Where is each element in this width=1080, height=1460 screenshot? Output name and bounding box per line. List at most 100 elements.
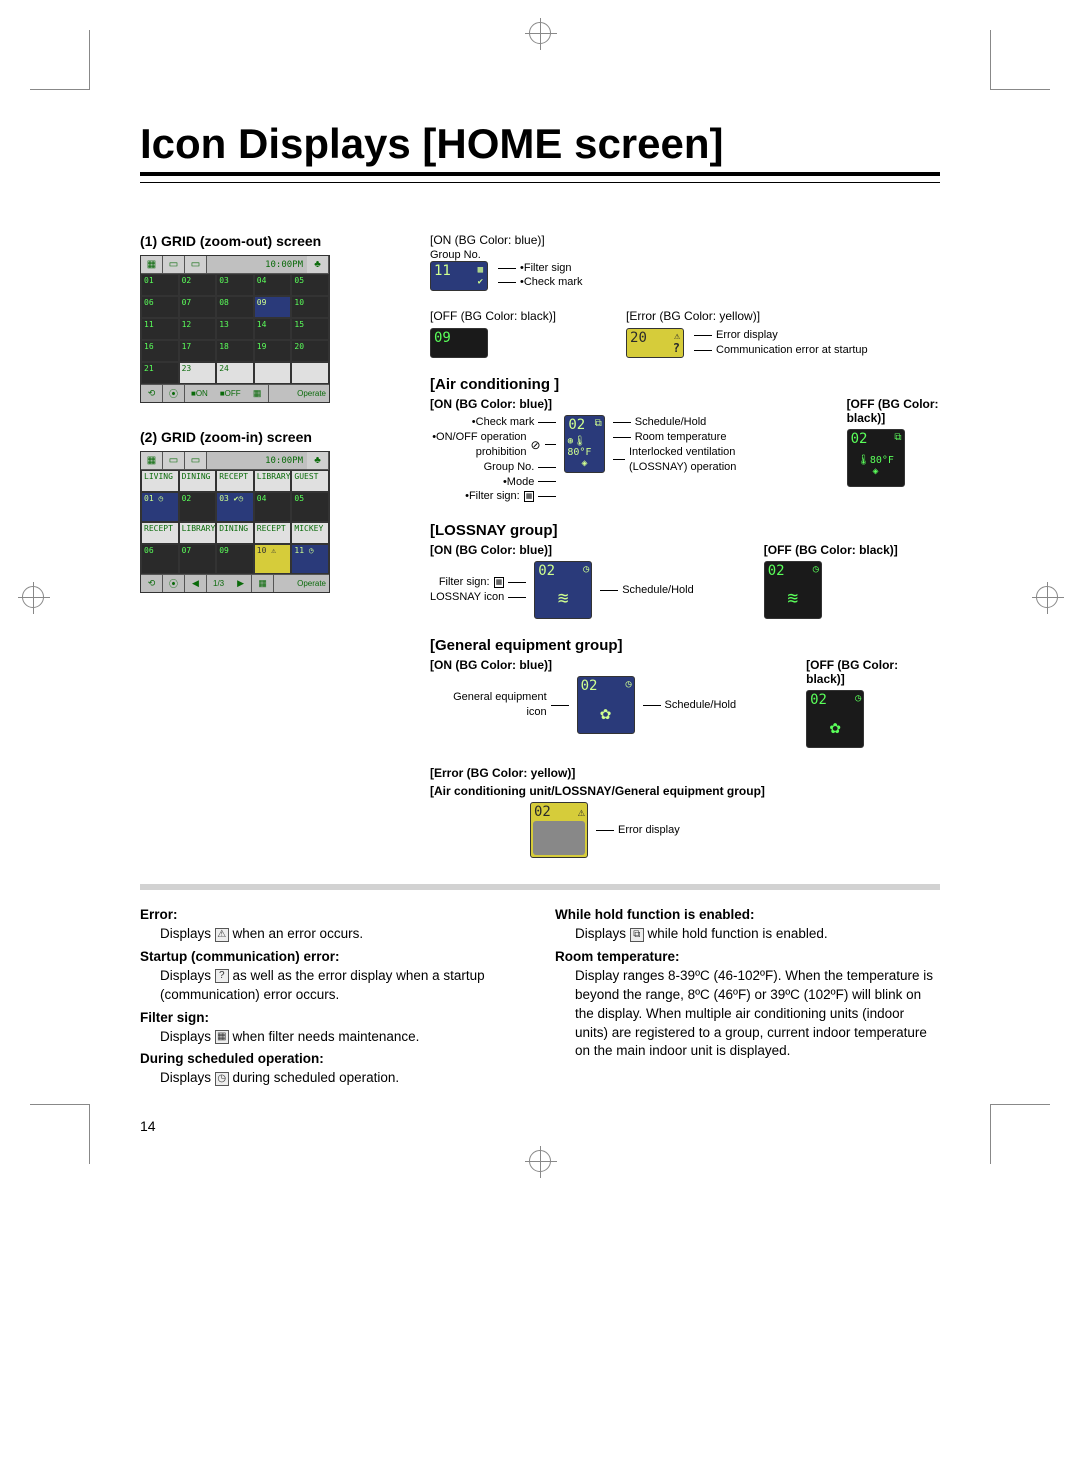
note-heading: During scheduled operation:	[140, 1050, 525, 1069]
off-tile: 09	[430, 328, 488, 358]
note-heading: Room temperature:	[555, 948, 940, 967]
operate-label: Operate	[269, 389, 329, 398]
grid-cell: RECEPT	[254, 522, 292, 544]
grid-cell: 11 ◷	[291, 544, 329, 574]
error-display-callout: Error display	[618, 823, 680, 838]
general-on-label: [ON (BG Color: blue)]	[430, 658, 736, 672]
page-number: 14	[140, 1118, 940, 1134]
grid-cell: 07	[179, 544, 217, 574]
grid-cell: RECEPT	[141, 522, 179, 544]
grid-cell: 09	[216, 544, 254, 574]
general-on-tile: 02 ◷ ✿	[577, 676, 635, 734]
question-icon: ?	[215, 969, 229, 983]
comm-error-label: Communication error at startup	[716, 343, 868, 358]
note-heading: Filter sign:	[140, 1009, 525, 1028]
general-title: [General equipment group]	[430, 637, 940, 654]
grid-cell: 06	[141, 544, 179, 574]
grid-cell: 07	[179, 296, 217, 318]
grid-cell: 10	[291, 296, 329, 318]
grid-cell: 01 ◷	[141, 492, 179, 522]
grid-cell: 01	[141, 274, 179, 296]
grid-cell	[291, 362, 329, 384]
on-bg-label: [ON (BG Color: blue)]	[430, 233, 940, 249]
grid-cell: 08	[216, 296, 254, 318]
ac-title: [Air conditioning ]	[430, 376, 940, 393]
error-display-label: Error display	[716, 328, 778, 343]
off-bg-label: [OFF (BG Color: black)]	[430, 309, 556, 325]
note-body: Display ranges 8-39ºC (46-102ºF). When t…	[575, 967, 940, 1061]
ac-off-tile: 02 ⧉ 🌡80°F ◈	[847, 429, 905, 487]
legend-off: ■OFF	[214, 389, 247, 398]
grid-cell: 24	[216, 362, 254, 384]
title-rule	[140, 182, 940, 183]
ac-off-label: [OFF (BG Color: black)]	[847, 397, 940, 425]
grid-cell: DINING	[179, 470, 217, 492]
on-tile: 11 ▦ ✔	[430, 261, 488, 291]
filter-sign-label: •Filter sign	[520, 261, 572, 276]
note-heading: Error:	[140, 906, 525, 925]
lossnay-on-label: [ON (BG Color: blue)]	[430, 543, 694, 557]
grid-cell: 04	[254, 274, 292, 296]
grid-in-screen: ▦▭▭ 10:00PM ♣ LIVINGDININGRECEPTLIBRARYG…	[140, 451, 330, 593]
legend-on: ■ON	[185, 389, 214, 398]
grid-cell: 13	[216, 318, 254, 340]
error-tile: 20 ⚠ ?	[626, 328, 684, 358]
filter-icon: ▦	[247, 385, 269, 402]
note-heading: While hold function is enabled:	[555, 906, 940, 925]
grid-cell: 21	[141, 362, 179, 384]
grid-cell: 05	[291, 274, 329, 296]
grid-cell: 09	[254, 296, 292, 318]
grid-cell: 16	[141, 340, 179, 362]
grid-cell: DINING	[216, 522, 254, 544]
note-heading: Startup (communication) error:	[140, 948, 525, 967]
grid-cell: 06	[141, 296, 179, 318]
lossnay-off-tile: 02 ◷ ≋	[764, 561, 822, 619]
grid-cell: 17	[179, 340, 217, 362]
grid-in-header: (2) GRID (zoom-in) screen	[140, 429, 400, 445]
settings-icon: ⦿	[163, 385, 185, 402]
grid-cell: LIBRARY	[179, 522, 217, 544]
lossnay-title: [LOSSNAY group]	[430, 522, 940, 539]
grid-cell: 18	[216, 340, 254, 362]
grid-cell: 20	[291, 340, 329, 362]
tab-icon-2: ▭	[185, 256, 207, 273]
lossnay-on-tile: 02 ◷ ≋	[534, 561, 592, 619]
note-body: Displays ◷ during scheduled operation.	[160, 1069, 525, 1088]
grid-cell: 12	[179, 318, 217, 340]
lossnay-off-label: [OFF (BG Color: black)]	[764, 543, 898, 557]
grid-cell: 14	[254, 318, 292, 340]
grid-cell: 03 ✔◷	[216, 492, 254, 522]
error-sec-l1: [Error (BG Color: yellow)]	[430, 766, 940, 780]
ac-on-label: [ON (BG Color: blue)]	[430, 397, 777, 411]
grid-cell: 15	[291, 318, 329, 340]
ac-on-tile: 02 ⧉ ⊛🌡80°F ◈	[564, 415, 604, 473]
grid-cell: 02	[179, 492, 217, 522]
note-body: Displays ? as well as the error display …	[160, 967, 525, 1005]
grid-cell: MICKEY	[291, 522, 329, 544]
menu-icon: ♣	[307, 256, 329, 273]
tab-icon-1: ▭	[163, 256, 185, 273]
grid-cell: 04	[254, 492, 292, 522]
grid-cell	[254, 362, 292, 384]
filter-icon: ▦	[215, 1030, 229, 1044]
warn-icon: ⚠	[215, 928, 229, 942]
grid-out-header: (1) GRID (zoom-out) screen	[140, 233, 400, 249]
note-body: Displays ⚠ when an error occurs.	[160, 925, 525, 944]
back-icon: ⟲	[141, 385, 163, 402]
grid-cell: LIVING	[141, 470, 179, 492]
error-sec-l2: [Air conditioning unit/LOSSNAY/General e…	[430, 784, 940, 798]
grid-cell: 19	[254, 340, 292, 362]
check-mark-label: •Check mark	[520, 275, 583, 290]
grid-cell: 03	[216, 274, 254, 296]
grid-out-screen: ▦ ▭ ▭ 10:00PM ♣ 0102030405 0607080910 1112…	[140, 255, 330, 403]
group-no-label: Group No.	[430, 249, 940, 261]
clock: 10:00PM	[207, 260, 307, 270]
grid-cell: RECEPT	[216, 470, 254, 492]
grid-cell: 23	[179, 362, 217, 384]
page-title: Icon Displays [HOME screen]	[140, 120, 940, 176]
grid-cell: 02	[179, 274, 217, 296]
error-bg-label: [Error (BG Color: yellow)]	[626, 309, 868, 325]
clock-icon: ◷	[215, 1072, 229, 1086]
grid-cell: 11	[141, 318, 179, 340]
error-big-tile: 02 ⚠	[530, 802, 588, 858]
